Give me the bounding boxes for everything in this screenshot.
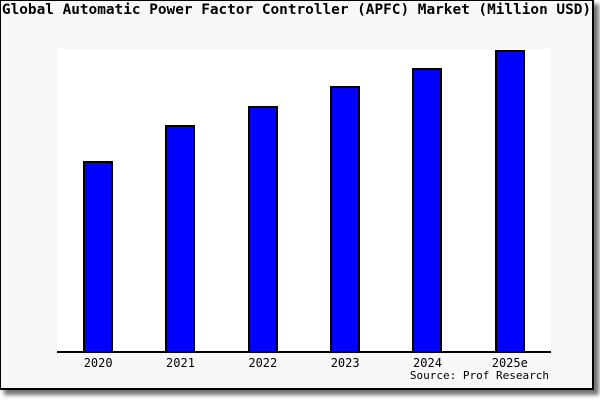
plot-area — [57, 49, 551, 353]
bar-column — [304, 49, 386, 351]
bar-2020 — [83, 161, 114, 351]
chart-frame: Global Automatic Power Factor Controller… — [0, 0, 594, 390]
bar-2023 — [330, 86, 361, 351]
bar-column — [139, 49, 221, 351]
x-tick-label-2020: 2020 — [83, 356, 113, 370]
x-tick-label-2025e: 2025e — [491, 356, 528, 370]
x-tick-label-2022: 2022 — [248, 356, 278, 370]
bar-2025e — [494, 50, 525, 351]
bar-2024 — [412, 68, 443, 351]
source-attribution: Source: Prof Research — [409, 369, 549, 382]
bar-column — [57, 49, 139, 351]
x-tick-label-2021: 2021 — [166, 356, 195, 370]
x-axis-tick-labels: 2020 2021 2022 2023 2024 2025e — [57, 356, 551, 370]
bar-column — [386, 49, 468, 351]
bar-column — [222, 49, 304, 351]
bar-2021 — [165, 125, 196, 351]
x-tick-label-2024: 2024 — [413, 356, 442, 370]
bar-2022 — [247, 106, 278, 351]
bar-column — [469, 49, 551, 351]
x-tick-label-2023: 2023 — [330, 356, 360, 370]
chart-title: Global Automatic Power Factor Controller… — [1, 2, 592, 18]
